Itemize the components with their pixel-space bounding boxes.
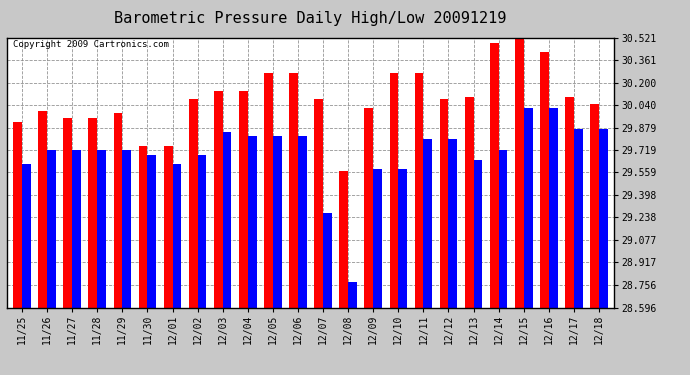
Bar [465, 96, 473, 308]
Text: Barometric Pressure Daily High/Low 20091219: Barometric Pressure Daily High/Low 20091… [115, 11, 506, 26]
Bar [314, 99, 323, 308]
Bar [298, 136, 307, 308]
Bar [114, 113, 122, 308]
Bar [390, 73, 398, 308]
Bar [214, 91, 223, 308]
Bar [524, 108, 533, 307]
Bar [424, 139, 432, 308]
Bar [415, 73, 424, 308]
Bar [13, 122, 22, 308]
Bar [264, 73, 273, 308]
Bar [248, 136, 257, 308]
Bar [63, 118, 72, 308]
Bar [38, 111, 47, 308]
Bar [515, 38, 524, 308]
Bar [499, 150, 507, 308]
Bar [72, 150, 81, 308]
Bar [323, 213, 332, 308]
Bar [164, 146, 172, 308]
Bar [339, 171, 348, 308]
Bar [273, 136, 282, 308]
Text: Copyright 2009 Cartronics.com: Copyright 2009 Cartronics.com [13, 40, 169, 49]
Bar [223, 132, 231, 308]
Bar [473, 160, 482, 308]
Bar [139, 146, 148, 308]
Bar [239, 91, 248, 308]
Bar [398, 170, 407, 308]
Bar [189, 99, 197, 308]
Bar [565, 96, 574, 308]
Bar [440, 99, 449, 308]
Bar [599, 129, 608, 308]
Bar [122, 150, 131, 308]
Bar [549, 108, 558, 307]
Bar [590, 104, 599, 308]
Bar [490, 43, 499, 308]
Bar [97, 150, 106, 308]
Bar [148, 156, 156, 308]
Bar [348, 282, 357, 308]
Bar [574, 129, 583, 308]
Bar [47, 150, 56, 308]
Bar [540, 52, 549, 308]
Bar [289, 73, 298, 308]
Bar [197, 156, 206, 308]
Bar [448, 139, 457, 308]
Bar [373, 170, 382, 308]
Bar [88, 118, 97, 308]
Bar [172, 164, 181, 308]
Bar [364, 108, 373, 307]
Bar [22, 164, 31, 308]
